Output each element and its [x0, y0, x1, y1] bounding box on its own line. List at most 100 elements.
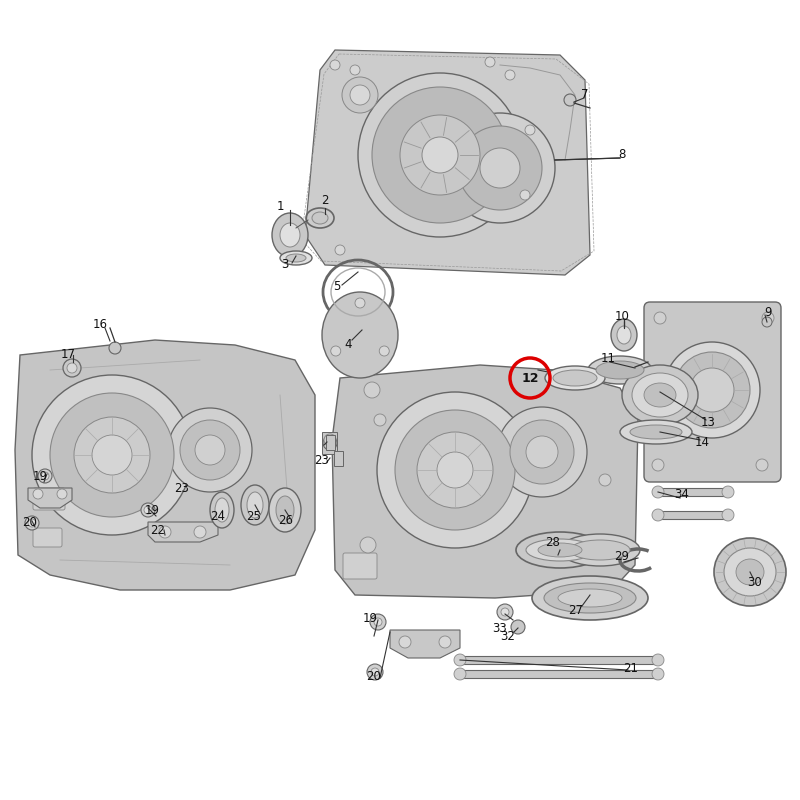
Circle shape [501, 608, 509, 616]
Text: 22: 22 [150, 523, 166, 537]
Text: 24: 24 [210, 510, 226, 522]
Circle shape [422, 137, 458, 173]
Ellipse shape [558, 589, 622, 607]
Circle shape [330, 60, 340, 70]
Ellipse shape [280, 223, 300, 247]
Text: 14: 14 [694, 435, 710, 449]
Text: 34: 34 [674, 489, 690, 502]
Text: 19: 19 [33, 470, 47, 482]
Circle shape [399, 636, 411, 648]
Text: 26: 26 [278, 514, 294, 526]
Polygon shape [390, 630, 460, 658]
Circle shape [372, 87, 508, 223]
Text: 19: 19 [362, 611, 378, 625]
Ellipse shape [322, 292, 398, 378]
Circle shape [180, 420, 240, 480]
Circle shape [395, 410, 515, 530]
Ellipse shape [611, 319, 637, 351]
Circle shape [360, 537, 376, 553]
Circle shape [41, 472, 49, 480]
Circle shape [439, 636, 451, 648]
Circle shape [324, 434, 336, 446]
Text: 7: 7 [582, 87, 589, 101]
Bar [326, 435, 335, 450]
Circle shape [144, 506, 152, 514]
Bar [460, 670, 660, 678]
Circle shape [367, 664, 383, 680]
Circle shape [762, 317, 772, 327]
Circle shape [654, 312, 666, 324]
Ellipse shape [247, 492, 263, 518]
Ellipse shape [286, 254, 306, 262]
Ellipse shape [714, 538, 786, 606]
Circle shape [722, 509, 734, 521]
Circle shape [330, 346, 341, 356]
Circle shape [599, 474, 611, 486]
Circle shape [109, 342, 121, 354]
Circle shape [497, 604, 513, 620]
Ellipse shape [280, 251, 312, 265]
Circle shape [92, 435, 132, 475]
Ellipse shape [532, 576, 648, 620]
Ellipse shape [215, 498, 229, 522]
Text: 10: 10 [614, 310, 630, 322]
Circle shape [652, 509, 664, 521]
Text: 28: 28 [546, 537, 561, 550]
Circle shape [57, 489, 67, 499]
Text: 21: 21 [623, 662, 638, 674]
Circle shape [417, 432, 493, 508]
Circle shape [74, 417, 150, 493]
FancyBboxPatch shape [33, 488, 65, 510]
Circle shape [350, 65, 360, 75]
Ellipse shape [724, 548, 776, 596]
Circle shape [168, 408, 252, 492]
Circle shape [342, 77, 378, 113]
Text: 17: 17 [61, 349, 75, 362]
Text: 2: 2 [322, 194, 329, 206]
Circle shape [652, 459, 664, 471]
Circle shape [454, 668, 466, 680]
Circle shape [497, 407, 587, 497]
Polygon shape [148, 522, 218, 542]
Circle shape [379, 346, 390, 356]
Text: 30: 30 [748, 577, 762, 590]
Circle shape [520, 190, 530, 200]
Circle shape [335, 245, 345, 255]
Polygon shape [28, 488, 72, 508]
Bar [460, 656, 660, 664]
Circle shape [355, 298, 365, 308]
Ellipse shape [630, 425, 682, 439]
Text: 32: 32 [501, 630, 515, 642]
Circle shape [33, 489, 43, 499]
Circle shape [374, 414, 386, 426]
Circle shape [510, 420, 574, 484]
Circle shape [525, 125, 535, 135]
Ellipse shape [588, 356, 652, 384]
Ellipse shape [644, 383, 676, 407]
Circle shape [652, 486, 664, 498]
Circle shape [664, 342, 760, 438]
Bar [334, 451, 343, 466]
Circle shape [32, 375, 192, 535]
Ellipse shape [560, 534, 640, 566]
Ellipse shape [269, 488, 301, 532]
Ellipse shape [622, 365, 698, 425]
Polygon shape [305, 50, 590, 275]
Text: 27: 27 [569, 603, 583, 617]
Circle shape [505, 70, 515, 80]
Circle shape [437, 452, 473, 488]
Text: 33: 33 [493, 622, 507, 634]
Circle shape [722, 486, 734, 498]
Circle shape [690, 368, 734, 412]
FancyBboxPatch shape [33, 528, 62, 547]
Ellipse shape [538, 543, 582, 557]
Polygon shape [332, 365, 638, 598]
Circle shape [63, 359, 81, 377]
Circle shape [445, 113, 555, 223]
Ellipse shape [617, 326, 631, 344]
Ellipse shape [596, 361, 644, 379]
Text: 16: 16 [93, 318, 107, 330]
Circle shape [652, 668, 664, 680]
Ellipse shape [276, 496, 294, 524]
Bar [322, 432, 337, 454]
